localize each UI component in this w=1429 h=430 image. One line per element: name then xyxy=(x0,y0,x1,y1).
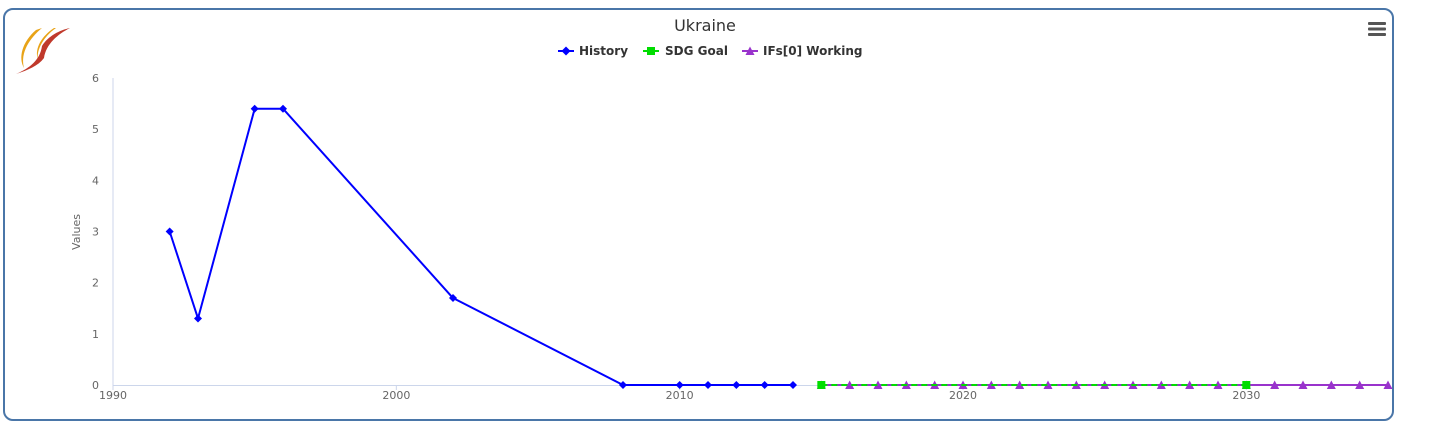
legend: History SDG Goal IFs[0] Working xyxy=(558,44,863,58)
point-ifs-0-working[interactable] xyxy=(845,380,855,390)
y-axis-title: Values xyxy=(70,214,83,250)
point-ifs-0-working[interactable] xyxy=(1355,380,1365,390)
point-history[interactable] xyxy=(675,381,684,389)
point-history[interactable] xyxy=(760,381,769,389)
point-history[interactable] xyxy=(250,104,259,113)
point-ifs-0-working[interactable] xyxy=(1383,380,1393,390)
legend-marker-sdg-goal xyxy=(647,47,655,55)
x-tick-label: 2000 xyxy=(382,389,410,402)
series-line-history xyxy=(168,107,793,386)
legend-item-history[interactable]: History xyxy=(558,44,628,58)
y-tick-label: 4 xyxy=(92,174,99,187)
point-ifs-0-working[interactable] xyxy=(1298,380,1308,390)
legend-label-sdg-goal: SDG Goal xyxy=(665,44,728,58)
point-history[interactable] xyxy=(165,227,174,236)
series-history xyxy=(165,104,797,389)
chart-title: Ukraine xyxy=(674,16,736,35)
point-sdg-goal[interactable] xyxy=(1242,381,1251,389)
point-history[interactable] xyxy=(619,381,627,389)
point-ifs-0-working[interactable] xyxy=(1213,380,1223,390)
y-tick-label: 2 xyxy=(92,277,99,290)
legend-label-ifs-working: IFs[0] Working xyxy=(763,44,863,58)
legend-label-history: History xyxy=(579,44,628,58)
point-history[interactable] xyxy=(789,381,797,389)
x-tick-label: 1990 xyxy=(99,389,127,402)
x-tick-label: 2030 xyxy=(1232,389,1260,402)
series-sdg-goal xyxy=(817,381,1251,389)
point-ifs-0-working[interactable] xyxy=(1326,380,1336,390)
point-sdg-goal[interactable] xyxy=(817,381,826,389)
legend-item-sdg-goal[interactable]: SDG Goal xyxy=(643,44,728,58)
series-layer xyxy=(165,104,1393,390)
point-ifs-0-working[interactable] xyxy=(1185,380,1195,390)
chart-container xyxy=(3,8,1394,421)
x-tick-label: 2020 xyxy=(949,389,977,402)
flame-logo-icon xyxy=(16,28,70,74)
y-tick-label: 6 xyxy=(92,72,99,85)
y-tick-label: 5 xyxy=(92,123,99,136)
legend-item-ifs-working[interactable]: IFs[0] Working xyxy=(742,44,863,58)
legend-marker-ifs-working xyxy=(745,46,755,55)
y-axis-ticks: 0 1 2 3 4 5 6 xyxy=(92,72,99,392)
point-history[interactable] xyxy=(732,381,741,389)
y-tick-label: 0 xyxy=(92,379,99,392)
x-tick-label: 2010 xyxy=(666,389,694,402)
point-history[interactable] xyxy=(704,381,712,389)
point-history[interactable] xyxy=(449,294,457,303)
point-ifs-0-working[interactable] xyxy=(1015,380,1025,390)
legend-marker-history xyxy=(561,46,571,56)
y-tick-label: 1 xyxy=(92,328,99,341)
point-ifs-0-working[interactable] xyxy=(1270,380,1280,390)
x-axis-ticks: 1990 2000 2010 2020 2030 xyxy=(99,385,1260,402)
point-history[interactable] xyxy=(279,104,287,113)
y-tick-label: 3 xyxy=(92,226,99,239)
point-history[interactable] xyxy=(194,314,202,323)
hamburger-menu-icon[interactable] xyxy=(1364,18,1390,40)
point-ifs-0-working[interactable] xyxy=(1043,380,1053,390)
point-ifs-0-working[interactable] xyxy=(873,380,883,390)
